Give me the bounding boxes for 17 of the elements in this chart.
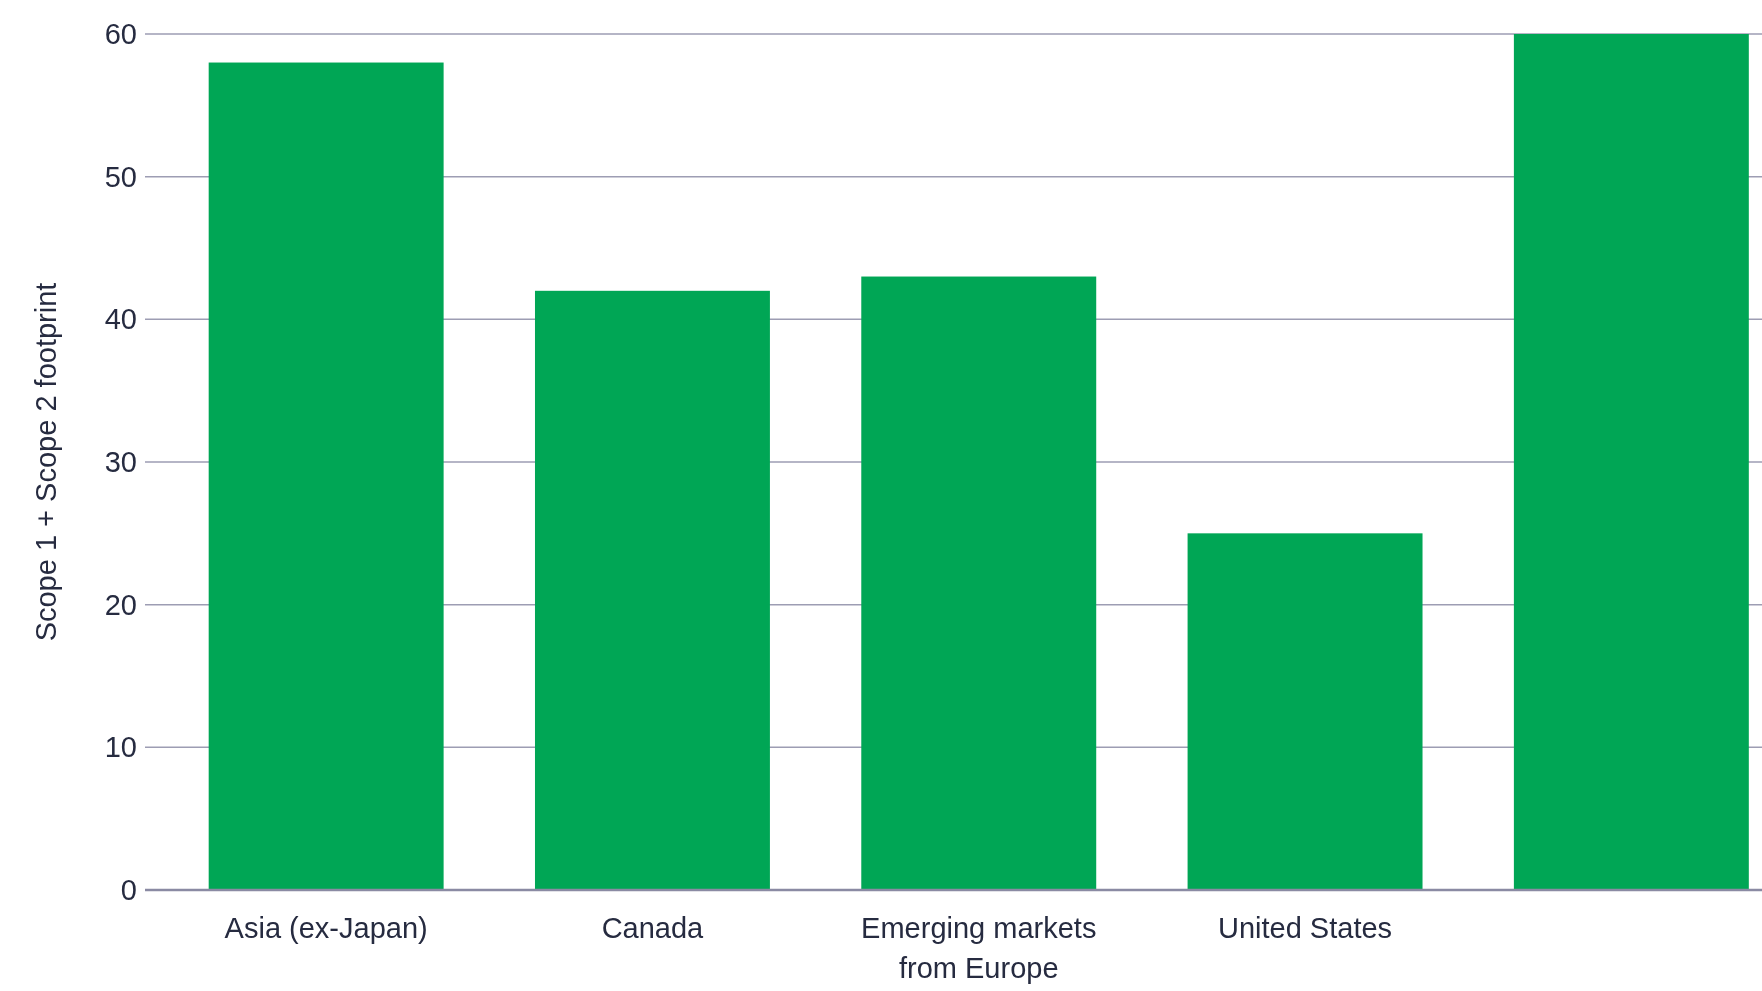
x-tick-label: Emerging markets from Europe [861, 912, 1097, 984]
x-tick-label: Asia (ex-Japan) [224, 912, 428, 944]
bar [534, 290, 770, 890]
bar [1187, 533, 1423, 890]
y-tick-label: 20 [104, 588, 137, 621]
y-tick-label: 10 [104, 731, 137, 764]
y-tick-label: 30 [104, 446, 137, 479]
x-tick-label: Canada [601, 912, 705, 944]
x-tick-label: United States [1218, 912, 1393, 944]
y-axis-title: Scope 1 + Scope 2 footprint [30, 282, 62, 642]
bar [208, 62, 444, 890]
y-tick-label: 0 [120, 874, 137, 907]
y-tick-label: 50 [104, 160, 137, 193]
bar [861, 276, 1097, 890]
y-tick-label: 60 [104, 18, 137, 51]
y-tick-label: 40 [104, 303, 137, 336]
bar [1513, 34, 1749, 890]
